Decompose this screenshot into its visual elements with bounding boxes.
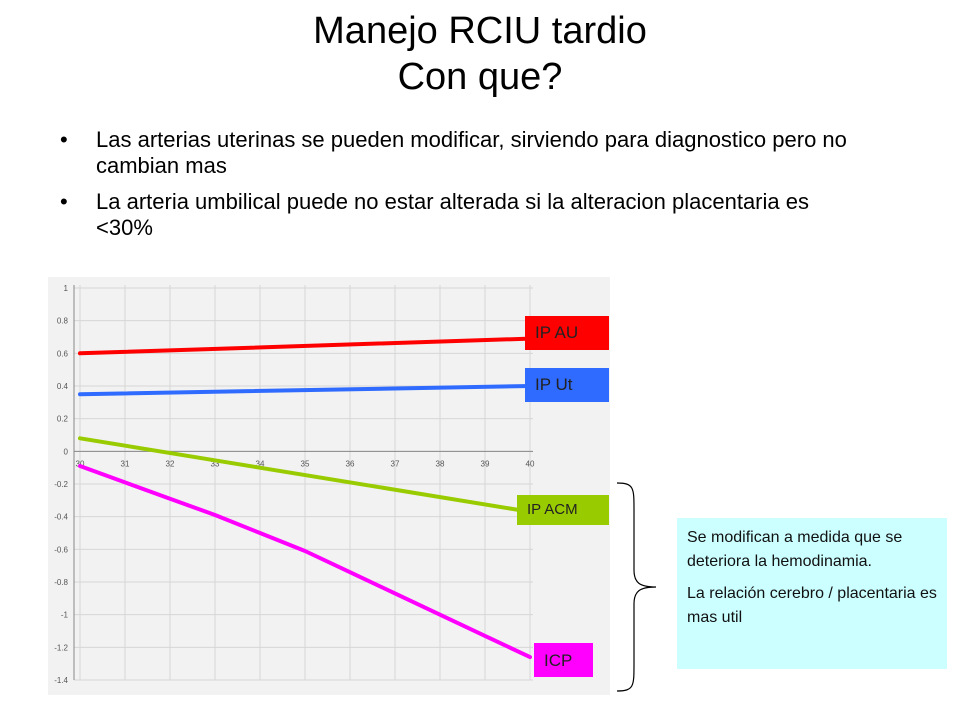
- x-tick-label: 31: [121, 459, 130, 468]
- bullet-item: • Las arterias uterinas se pueden modific…: [60, 127, 860, 179]
- x-tick-label: 33: [211, 459, 220, 468]
- legend-label-icp: ICP: [534, 643, 593, 677]
- y-tick-label: -0.4: [54, 513, 68, 522]
- x-tick-label: 34: [256, 459, 265, 468]
- x-tick-label: 38: [436, 459, 445, 468]
- horizontal-gridlines: [74, 287, 533, 681]
- x-tick-label: 32: [166, 459, 175, 468]
- y-tick-label: -1: [61, 611, 69, 620]
- legend-label-ip-acm: IP ACM: [517, 495, 609, 525]
- legend-label-ip-au: IP AU: [525, 316, 609, 350]
- y-tick-labels: 1 0.8 0.6 0.4 0.2 0 -0.2 -0.4 -0.6 -0.8 -1 -1.2 -1.4: [54, 284, 68, 685]
- y-tick-label: 0: [64, 447, 69, 456]
- x-tick-label: 30: [76, 459, 85, 468]
- y-tick-label: -0.6: [54, 545, 68, 554]
- y-tick-label: -0.2: [54, 480, 68, 489]
- series-line-icp: [78, 464, 532, 660]
- bullet-dot-icon: •: [60, 189, 68, 214]
- doppler-line-chart: 1 0.8 0.6 0.4 0.2 0 -0.2 -0.4 -0.6 -0.8 -1 -1.2 -1.4…: [48, 277, 610, 695]
- x-tick-label: 36: [346, 459, 355, 468]
- y-tick-label: -1.4: [54, 676, 68, 685]
- note-box: Se modifican a medida que se deteriora l…: [677, 518, 947, 669]
- note-paragraph-1: Se modifican a medida que se deteriora l…: [687, 529, 903, 570]
- x-tick-label: 37: [391, 459, 400, 468]
- y-tick-label: 1: [64, 284, 69, 293]
- title-line-2: Con que?: [397, 56, 563, 98]
- note-paragraph-2: La relación cerebro / placentaria es mas…: [687, 585, 937, 626]
- legend-label-ip-ut: IP Ut: [525, 368, 609, 402]
- x-tick-labels: 30 31 32 33 34 35 36 37 38 39 40: [76, 459, 535, 468]
- y-tick-label: 0.8: [57, 317, 69, 326]
- bullet-dot-icon: •: [60, 127, 68, 152]
- y-tick-label: 0.4: [57, 382, 69, 391]
- title-line-1: Manejo RCIU tardio: [313, 10, 647, 52]
- bullet-text: Las arterias uterinas se pueden modifica…: [96, 127, 847, 178]
- slide-title: Manejo RCIU tardio Con que?: [0, 8, 960, 100]
- bullet-list: • Las arterias uterinas se pueden modific…: [60, 127, 860, 251]
- x-tick-label: 35: [301, 459, 310, 468]
- series-line-ip-ut: [78, 384, 532, 397]
- x-tick-label: 40: [526, 459, 535, 468]
- curly-brace-icon: [616, 482, 657, 692]
- y-tick-label: 0.2: [57, 415, 69, 424]
- series-line-ip-acm: [78, 436, 532, 514]
- x-tick-label: 39: [481, 459, 490, 468]
- series-line-ip-au: [78, 336, 532, 356]
- bullet-item: • La arteria umbilical puede no estar alt…: [60, 189, 860, 241]
- series-lines: [78, 336, 532, 660]
- y-tick-label: -1.2: [54, 643, 68, 652]
- y-tick-label: -0.8: [54, 578, 68, 587]
- bullet-text: La arteria umbilical puede no estar alte…: [96, 189, 809, 240]
- y-tick-label: 0.6: [57, 349, 69, 358]
